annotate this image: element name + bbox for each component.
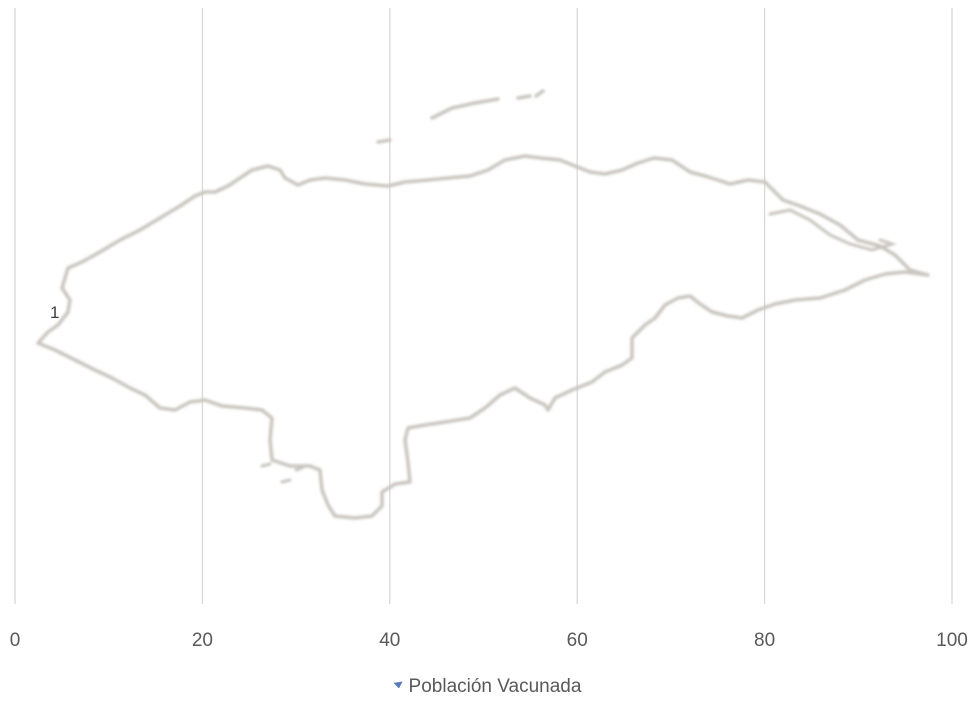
map-island-small <box>376 138 392 144</box>
x-tick-label: 80 <box>754 630 775 651</box>
map-islands-bay <box>430 89 545 120</box>
map-lagoon-outline <box>768 208 897 252</box>
x-tick-label: 40 <box>379 630 400 651</box>
x-tick-label: 20 <box>192 630 213 651</box>
map-mainland-outline <box>36 154 930 520</box>
x-tick-label: 60 <box>567 630 588 651</box>
legend: Población Vacunada <box>0 676 975 698</box>
map-gulf-islands <box>260 462 304 484</box>
data-points: 1 <box>50 303 59 322</box>
honduras-map-outline <box>36 89 930 520</box>
x-axis-ticks: 0 20 40 60 80 100 <box>10 630 968 651</box>
legend-label: Población Vacunada <box>408 676 582 697</box>
x-tick-label: 0 <box>10 630 21 651</box>
gridlines <box>14 8 953 604</box>
x-tick-label: 100 <box>936 630 968 651</box>
legend-marker-icon <box>393 681 403 689</box>
data-label: 1 <box>50 303 59 322</box>
